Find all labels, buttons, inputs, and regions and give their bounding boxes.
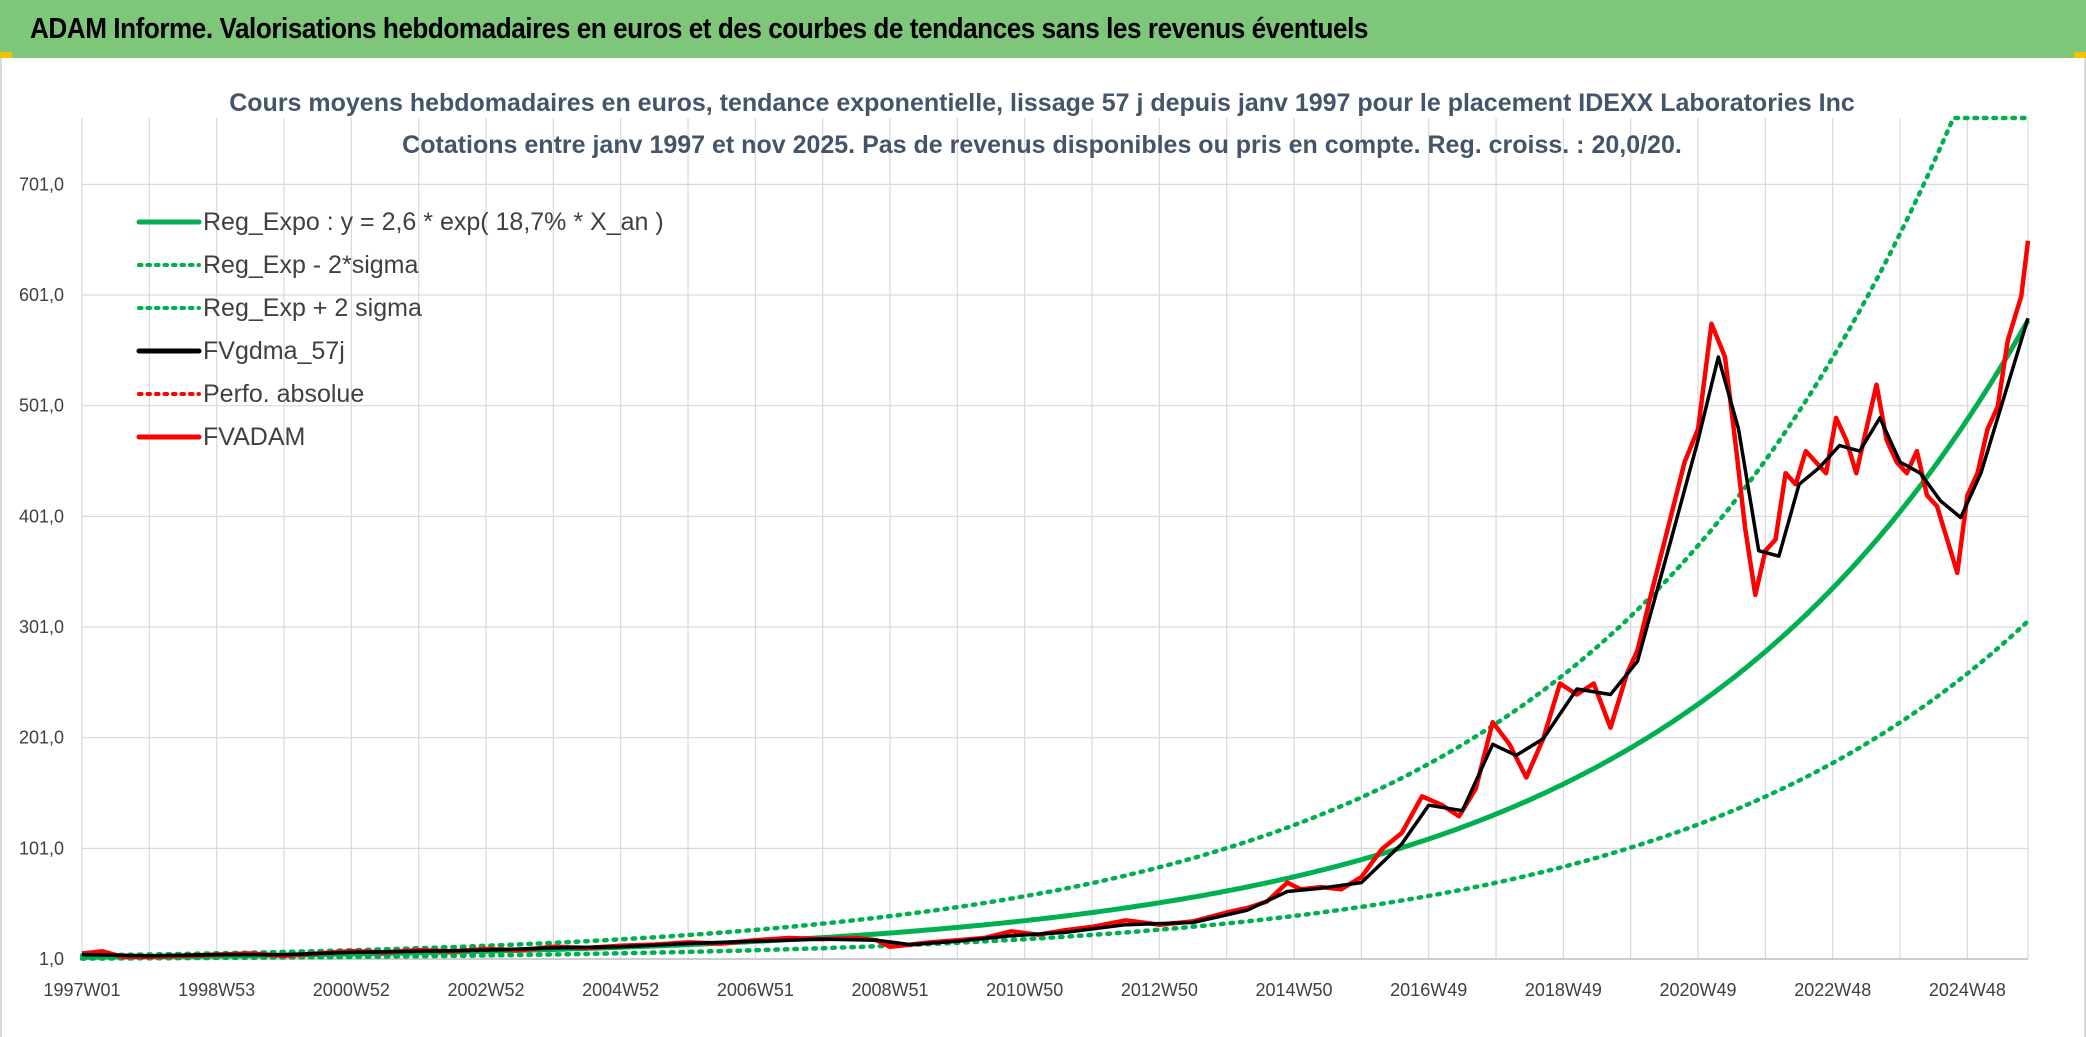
x-tick-label: 2008W51 [851,980,928,1000]
x-axis-ticks: 1997W01 1998W53 2000W52 2002W52 2004W52 2006W… [43,980,2005,1000]
x-tick-label: 2016W49 [1390,980,1467,1000]
x-tick-label: 2000W52 [313,980,390,1000]
x-tick-label: 2004W52 [582,980,659,1000]
gridlines [81,118,2029,960]
legend-label: FVgdma_57j [203,337,345,365]
chart-subtitle: Cotations entre janv 1997 et nov 2025. P… [402,131,1682,159]
x-tick-label: 2010W50 [986,980,1063,1000]
legend-label: Reg_Exp + 2 sigma [203,294,422,322]
series [79,115,2031,961]
x-tick-label: 2018W49 [1525,980,1602,1000]
y-tick-label: 501,0 [19,396,64,416]
line-chart: Cours moyens hebdomadaires en euros, ten… [19,89,2031,1000]
x-tick-label: 2012W50 [1121,980,1198,1000]
x-tick-label: 1998W53 [178,980,255,1000]
report-banner: ADAM Informe. Valorisations hebdomadaire… [0,0,2086,58]
y-tick-label: 601,0 [19,285,64,305]
legend-label: Perfo. absolue [203,380,364,408]
fvadam-line [81,240,2031,960]
x-tick-label: 2014W50 [1256,980,1333,1000]
x-tick-label: 2020W49 [1660,980,1737,1000]
legend: Reg_Expo : y = 2,6 * exp( 18,7% * X_an )… [136,208,664,451]
y-tick-label: 1,0 [39,949,64,969]
legend-label: Reg_Exp - 2*sigma [203,251,418,279]
x-tick-label: 1997W01 [43,980,120,1000]
fvgdma-57j-line [81,317,2030,958]
x-tick-label: 2002W52 [447,980,524,1000]
y-tick-label: 101,0 [19,838,64,858]
y-tick-label: 301,0 [19,617,64,637]
reg-exp-minus-2sigma-line [79,618,2031,961]
chart-frame: Cours moyens hebdomadaires en euros, ten… [0,58,2086,1037]
report-title: ADAM Informe. Valorisations hebdomadaire… [30,12,1368,45]
y-tick-label: 401,0 [19,506,64,526]
y-axis-ticks: 1,0 101,0 201,0 301,0 401,0 501,0 601,0 701,0 [19,174,64,969]
y-tick-label: 201,0 [19,728,64,748]
corner-accent-left [0,52,12,58]
x-tick-label: 2022W48 [1794,980,1871,1000]
chart-title: Cours moyens hebdomadaires en euros, ten… [229,89,1855,117]
legend-label: Reg_Expo : y = 2,6 * exp( 18,7% * X_an ) [203,208,664,236]
y-tick-label: 701,0 [19,174,64,194]
corner-accent-right [2074,52,2086,58]
reg-exp-plus-2sigma-line [79,115,2031,958]
legend-label: FVADAM [203,423,305,451]
x-tick-label: 2024W48 [1929,980,2006,1000]
x-tick-label: 2006W51 [717,980,794,1000]
